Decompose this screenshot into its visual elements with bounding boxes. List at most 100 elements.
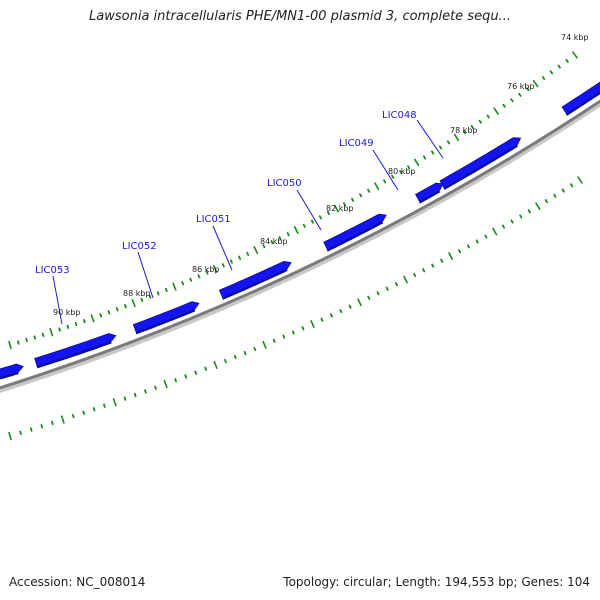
gene-lic049-shadow — [419, 190, 441, 204]
outer-tick — [238, 255, 242, 260]
gene-lic053 — [34, 333, 117, 367]
outer-tick — [438, 145, 443, 150]
outer-tick — [342, 202, 347, 207]
inner-tick — [174, 378, 178, 383]
outer-tick — [148, 294, 152, 299]
outer-tick — [205, 270, 209, 275]
inner-tick — [501, 224, 506, 229]
inner-tick — [291, 330, 295, 335]
outer-tick — [374, 182, 380, 190]
outer-tick — [318, 215, 322, 220]
outer-tick — [310, 219, 314, 224]
tick-label-76: 76 kbp — [507, 82, 535, 91]
inner-tick-ring — [8, 176, 583, 441]
inner-tick — [233, 354, 237, 360]
outer-tick — [156, 291, 160, 296]
inner-tick — [475, 239, 479, 244]
leader-lic048 — [416, 119, 444, 159]
inner-tick — [272, 338, 276, 343]
outer-tick — [486, 114, 490, 119]
gene-lic051-shadow — [222, 268, 288, 300]
gene-lic054 — [0, 363, 24, 378]
outer-tick — [502, 103, 506, 108]
inner-tick — [519, 214, 523, 219]
outer-tick — [462, 130, 467, 135]
inner-tick — [194, 370, 198, 375]
map-title: Lawsonia intracellularis PHE/MN1-00 plas… — [89, 9, 511, 24]
gene-lic047 — [561, 81, 600, 115]
inner-tick — [163, 379, 168, 389]
outer-tick — [253, 246, 259, 255]
tick-label-78: 78 kbp — [450, 126, 478, 135]
outer-tick — [293, 226, 299, 234]
label-leaders — [52, 119, 444, 325]
outer-tick — [565, 58, 569, 63]
outer-tick — [532, 80, 539, 88]
inner-tick — [123, 396, 127, 401]
outer-tick — [446, 140, 451, 145]
outer-tick — [351, 197, 355, 202]
inner-tick — [440, 258, 444, 263]
inner-tick — [40, 424, 44, 429]
outer-tick — [49, 328, 54, 337]
outer-tick — [407, 165, 411, 170]
outer-tick — [572, 51, 578, 59]
leader-lic050 — [296, 189, 322, 231]
outer-tick — [557, 64, 561, 69]
outer-tick — [8, 340, 12, 350]
outer-tick — [25, 337, 28, 343]
inner-tick — [339, 308, 343, 314]
accession-text: Accession: NC_008014 — [9, 575, 146, 589]
gene-lic049 — [415, 182, 444, 203]
inner-tick — [394, 282, 398, 287]
outer-tick — [197, 274, 201, 279]
outer-tick — [510, 98, 514, 103]
tick-label-82: 82 kbp — [326, 204, 354, 213]
inner-tick — [553, 193, 557, 198]
inner-tick — [329, 313, 333, 318]
gene-lic048 — [439, 137, 522, 189]
outer-tick — [470, 125, 475, 130]
inner-tick — [535, 202, 541, 210]
inner-tick — [60, 415, 65, 424]
outer-tick — [33, 335, 37, 340]
gene-label-lic050[interactable]: LIC050 — [267, 178, 302, 189]
inner-tick — [431, 263, 435, 268]
gene-lic054-shadow — [0, 372, 19, 380]
gene-label-lic052[interactable]: LIC052 — [122, 241, 157, 252]
leader-lic053 — [52, 275, 63, 325]
inner-tick — [112, 398, 117, 407]
outer-tick — [286, 232, 290, 237]
inner-tick — [561, 188, 565, 193]
inner-tick — [223, 358, 227, 364]
tick-label-84: 84 kbp — [260, 237, 288, 246]
outer-tick — [383, 179, 387, 184]
outer-tick — [246, 251, 250, 257]
gene-label-lic053[interactable]: LIC053 — [35, 265, 70, 276]
leader-lic052 — [137, 251, 154, 299]
outer-tick — [74, 321, 78, 327]
outer-tick — [399, 169, 403, 175]
inner-tick — [243, 350, 247, 356]
inner-tick — [82, 410, 85, 415]
tick-label-74: 74 kbp — [561, 33, 589, 42]
inner-tick — [367, 295, 371, 300]
inner-tick — [492, 227, 498, 236]
gene-lic051 — [218, 260, 292, 299]
gene-label-lic048[interactable]: LIC048 — [382, 110, 417, 121]
outer-tick — [493, 107, 499, 115]
inner-tick — [184, 374, 188, 379]
gene-label-lic049[interactable]: LIC049 — [339, 138, 374, 149]
backbone — [0, 99, 600, 390]
outer-tick — [83, 318, 86, 324]
inner-tick — [19, 430, 22, 435]
outer-tick — [140, 297, 144, 303]
outer-tick — [302, 223, 306, 228]
inner-tick — [510, 219, 514, 224]
inner-tick — [466, 244, 470, 249]
gene-label-lic051[interactable]: LIC051 — [196, 214, 231, 225]
outer-tick — [391, 174, 395, 179]
gene-lic047-shadow — [565, 91, 600, 116]
inner-tick — [448, 252, 454, 260]
